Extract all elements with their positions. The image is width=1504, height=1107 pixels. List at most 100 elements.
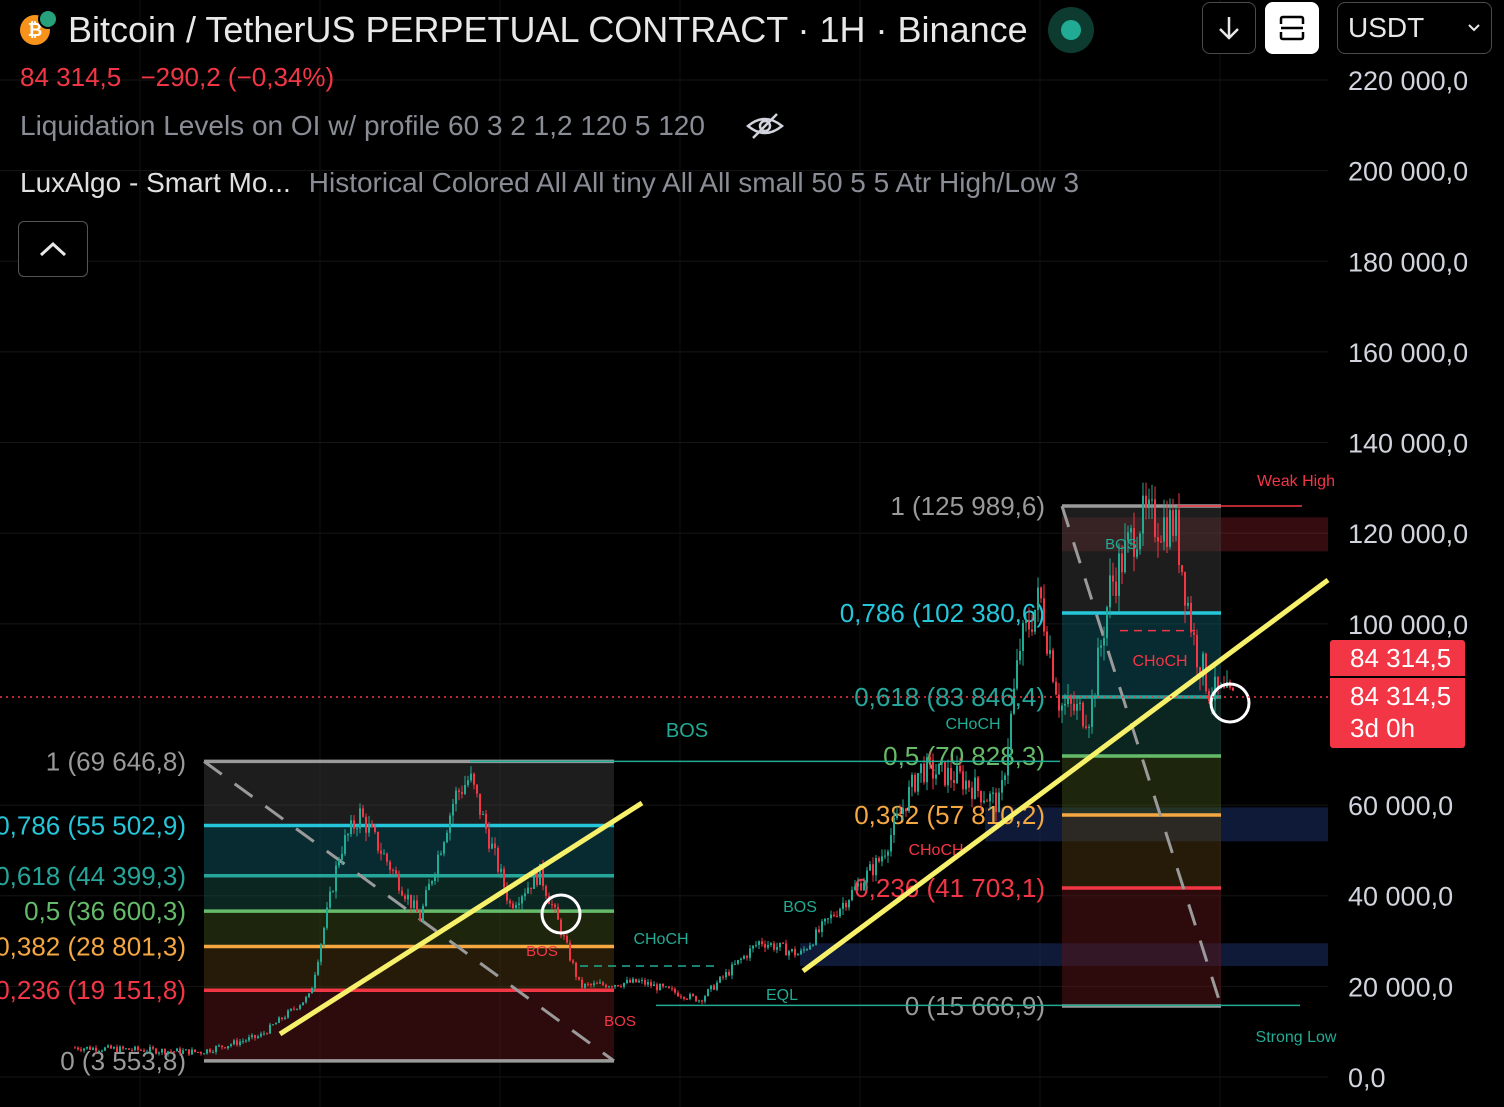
candle-body [911,774,913,787]
candle-body [806,949,808,951]
fib-level-label: 0,5 (36 600,3) [24,896,186,926]
candle-body [314,974,316,989]
candle-body [77,1047,79,1050]
candle-body [746,956,748,958]
fit-screen-button[interactable] [1265,2,1319,54]
candle-body [128,1048,130,1050]
candle-body [1097,647,1099,696]
candle-body [344,835,346,854]
candle-body [1130,528,1132,533]
candle-body [155,1048,157,1054]
eye-off-icon[interactable] [745,110,785,142]
candle-body [335,865,337,892]
candle-body [164,1049,166,1055]
candle-body [575,962,577,977]
candle-body [776,947,778,950]
candle-body [599,982,601,984]
symbol-title[interactable]: Bitcoin / TetherUS PERPETUAL CONTRACT · … [68,9,1028,50]
candle-body [722,976,724,978]
candle-body [533,872,535,889]
candle-body [167,1051,169,1055]
candle-body [293,1008,295,1010]
candle-body [998,792,1000,813]
candle-body [137,1046,139,1050]
candle-body [974,777,976,799]
smc-label: Strong Low [1256,1029,1337,1046]
indicator-smart-money[interactable]: LuxAlgo - Smart Mo... Historical Colored … [20,167,1195,199]
candle-body [842,902,844,909]
candle-body [836,915,838,917]
candle-body [254,1034,256,1038]
candle-body [956,765,958,784]
candle-body [356,828,358,830]
candle-body [1187,602,1189,606]
candle-body [242,1040,244,1042]
arrow-down-icon [1219,17,1239,40]
collapse-legend-button[interactable] [18,221,88,277]
candle-body [800,950,802,955]
indicator-liquidation-levels[interactable]: Liquidation Levels on OI w/ profile 60 3… [20,110,785,142]
fib-zone [204,990,614,1061]
trend-line [801,577,1330,974]
candle-body [443,842,445,854]
candle-body [419,912,421,922]
candle-body [1034,609,1036,632]
smc-label: Weak High [1257,473,1335,490]
candle-body [1076,703,1078,711]
candle-body [101,1050,103,1052]
candle-body [377,831,379,851]
candle-body [1010,713,1012,749]
candle-body [893,817,895,836]
smc-label: CHoCH [908,842,963,859]
candle-body [152,1047,154,1049]
fib-trend-line [203,760,615,1063]
candle-body [863,882,865,891]
candle-body [497,847,499,872]
candle-body [1172,510,1174,536]
market-status-icon[interactable] [1047,7,1094,53]
candle-body [224,1047,226,1049]
candle-body [287,1010,289,1018]
candle-body [194,1049,196,1052]
candle-body [341,853,343,860]
smc-label: CHoCH [945,716,1000,733]
candle-body [887,851,889,856]
candle-body [449,815,451,833]
price-change: −290,2 (−0,34%) [140,62,335,92]
candle-body [476,784,478,794]
candle-body [731,964,733,976]
candle-body [467,780,469,785]
candle-body [365,816,367,833]
candle-body [305,996,307,1003]
candle-body [221,1045,223,1048]
candle-body [647,982,649,985]
candle-body [953,779,955,784]
candle-body [362,808,364,817]
candle-body [1001,780,1003,793]
candle-body [827,918,829,920]
candle-body [554,904,556,908]
candle-body [1166,517,1168,547]
candle-body [704,996,706,1002]
candle-body [1190,602,1192,633]
indicator-label: Liquidation Levels on OI w/ profile 60 3… [20,110,705,141]
candle-body [464,784,466,794]
candle-body [416,900,418,913]
candle-body [848,900,850,908]
candle-body [1214,676,1216,701]
currency-select[interactable]: USDT [1337,2,1492,54]
candle-body [713,985,715,990]
candle-body [620,986,622,988]
candle-body [965,780,967,790]
smc-label: BOS [666,720,708,742]
candle-body [1124,540,1126,573]
candle-body [269,1024,271,1034]
candle-body [608,986,610,988]
candle-body [728,971,730,976]
candle-body [734,963,736,965]
candle-body [896,813,898,818]
candle-body [434,874,436,882]
scroll-to-latest-button[interactable] [1202,2,1256,54]
bar-countdown: 3d 0h [1350,713,1416,743]
